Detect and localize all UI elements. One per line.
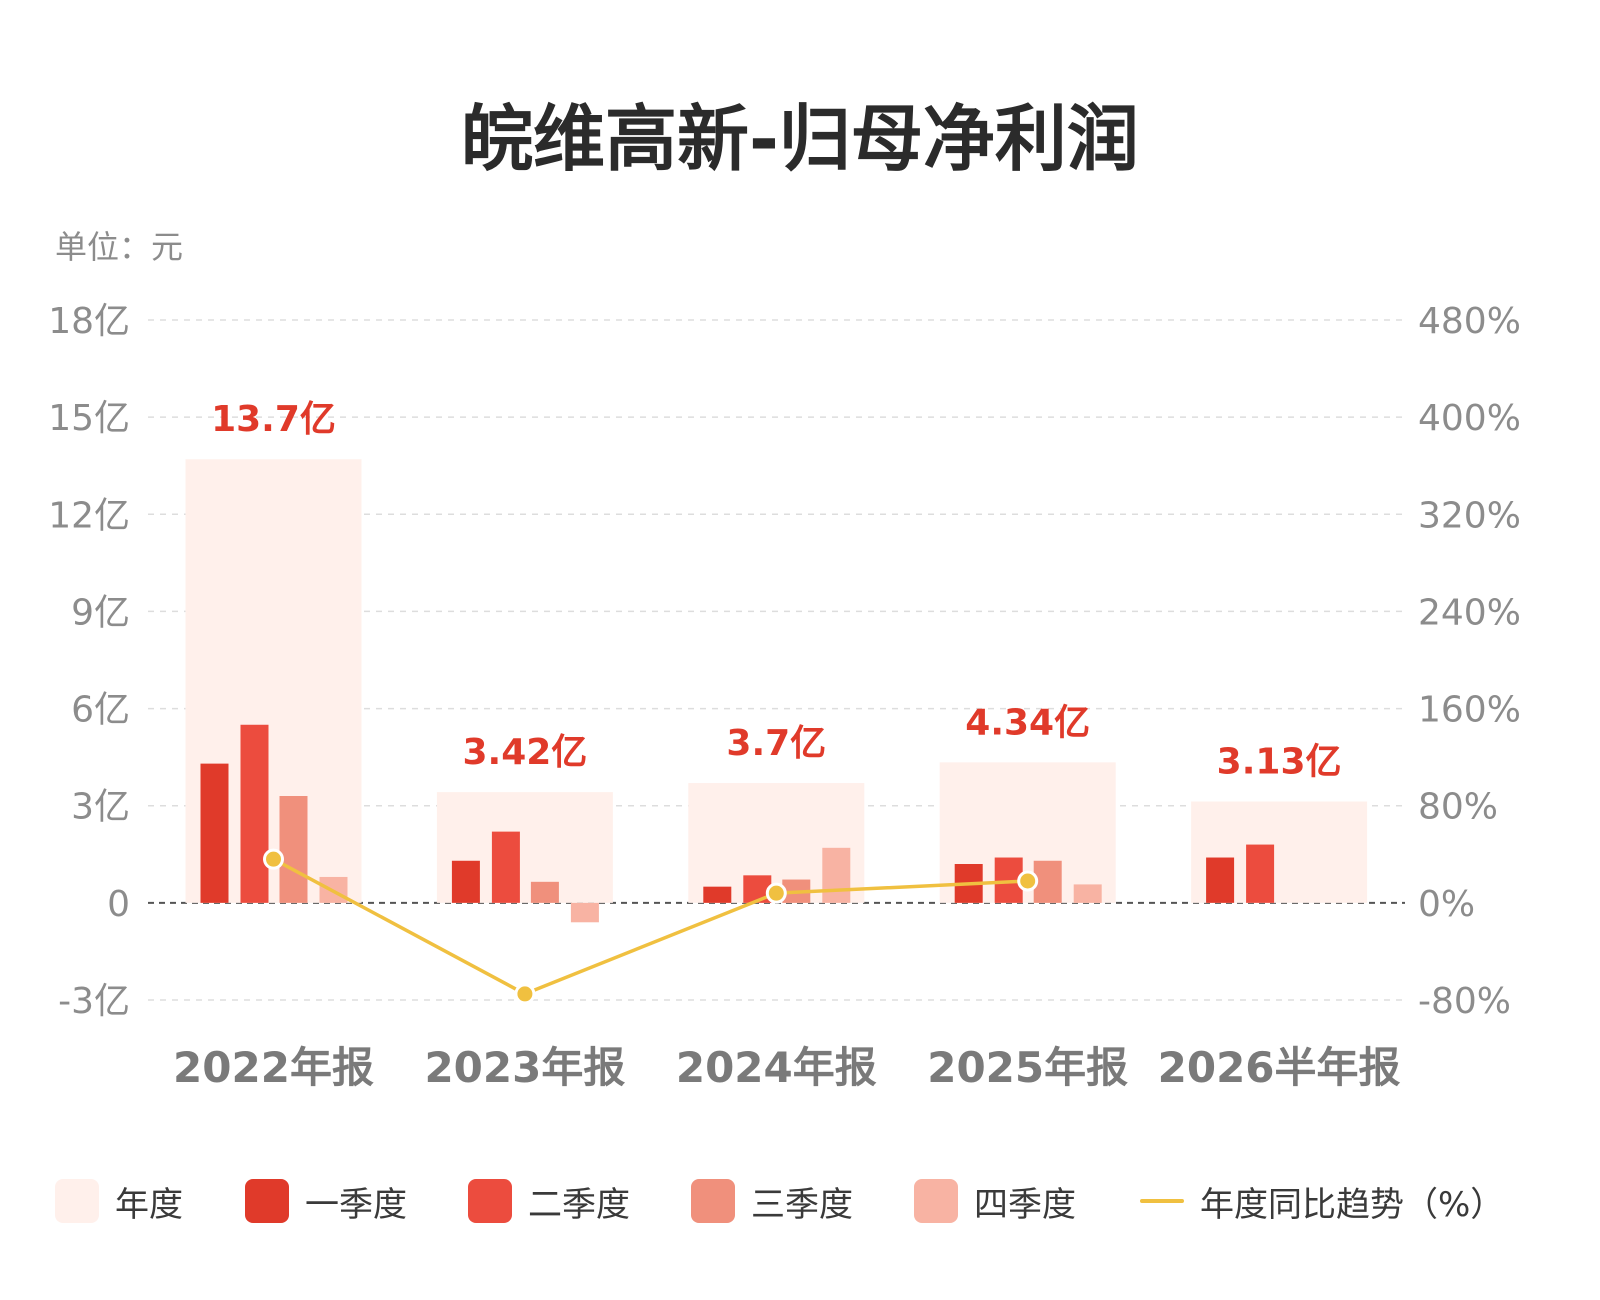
y-left-tick-label: -3亿 bbox=[58, 981, 130, 1022]
annual-data-label: 3.42亿 bbox=[462, 732, 587, 773]
annual-data-label: 13.7亿 bbox=[211, 399, 336, 440]
q3-bar bbox=[530, 881, 559, 903]
trend-point bbox=[263, 848, 284, 870]
q1-bar bbox=[451, 860, 480, 903]
q3-bar bbox=[1033, 860, 1062, 903]
trend-point bbox=[1017, 870, 1039, 892]
y-right-tick-label: 320% bbox=[1418, 495, 1521, 536]
q2-bar bbox=[1246, 844, 1275, 903]
x-category-label: 2024年报 bbox=[676, 1043, 877, 1092]
x-category-label: 2025年报 bbox=[927, 1043, 1128, 1092]
q3-bar bbox=[279, 796, 308, 903]
y-right-tick-label: 0% bbox=[1418, 884, 1475, 925]
q1-bar bbox=[200, 763, 229, 903]
annual-data-label: 3.13亿 bbox=[1217, 742, 1342, 783]
y-right-tick-label: 480% bbox=[1418, 301, 1521, 342]
q4-bar bbox=[570, 902, 599, 923]
q2-bar bbox=[491, 831, 520, 903]
q2-bar bbox=[240, 724, 269, 903]
y-right-tick-label: 400% bbox=[1418, 398, 1521, 439]
q1-bar bbox=[1206, 857, 1235, 903]
legend-label-q1: 一季度 bbox=[305, 1184, 407, 1225]
legend: 年度 一季度 二季度 三季度 四季度 年度同比趋势（%） bbox=[55, 1176, 1555, 1226]
legend-label-trend: 年度同比趋势（%） bbox=[1200, 1184, 1505, 1225]
annual-data-label: 3.7亿 bbox=[726, 723, 826, 764]
legend-item-annual: 年度 bbox=[55, 1176, 183, 1226]
y-right-tick-label: -80% bbox=[1418, 981, 1511, 1022]
y-right-tick-label: 240% bbox=[1418, 592, 1521, 633]
q4-bar bbox=[1073, 884, 1102, 903]
legend-swatch-q4 bbox=[914, 1179, 958, 1223]
legend-swatch-trend bbox=[1140, 1199, 1184, 1203]
y-left-tick-label: 18亿 bbox=[48, 301, 130, 342]
y-left-tick-label: 6亿 bbox=[71, 690, 130, 731]
annual-data-label: 4.34亿 bbox=[965, 702, 1090, 743]
legend-label-q3: 三季度 bbox=[751, 1184, 853, 1225]
y-left-tick-label: 0 bbox=[107, 884, 130, 925]
q4-bar bbox=[822, 847, 851, 903]
x-category-label: 2022年报 bbox=[173, 1043, 374, 1092]
legend-label-annual: 年度 bbox=[115, 1184, 183, 1225]
y-left-tick-label: 15亿 bbox=[48, 398, 130, 439]
y-right-tick-label: 160% bbox=[1418, 690, 1521, 731]
x-category-label: 2023年报 bbox=[424, 1043, 625, 1092]
legend-item-q4: 四季度 bbox=[914, 1176, 1076, 1226]
legend-item-q2: 二季度 bbox=[468, 1176, 630, 1226]
y-right-tick-label: 80% bbox=[1418, 787, 1498, 828]
legend-item-trend: 年度同比趋势（%） bbox=[1140, 1176, 1504, 1226]
x-category-label: 2026半年报 bbox=[1158, 1043, 1401, 1092]
trend-point bbox=[765, 882, 787, 904]
y-left-tick-label: 12亿 bbox=[48, 495, 130, 536]
legend-item-q3: 三季度 bbox=[691, 1176, 853, 1226]
legend-swatch-annual bbox=[55, 1179, 99, 1223]
y-left-tick-label: 9亿 bbox=[71, 592, 130, 633]
legend-item-q1: 一季度 bbox=[245, 1176, 407, 1226]
chart-title: 皖维高新-归母净利润 bbox=[461, 97, 1139, 181]
legend-swatch-q1 bbox=[245, 1179, 289, 1223]
legend-label-q4: 四季度 bbox=[974, 1184, 1076, 1225]
trend-line bbox=[272, 857, 1028, 996]
legend-swatch-q2 bbox=[468, 1179, 512, 1223]
legend-label-q2: 二季度 bbox=[528, 1184, 630, 1225]
unit-label: 单位：元 bbox=[55, 228, 184, 266]
trend-point bbox=[514, 983, 536, 1005]
q1-bar bbox=[703, 886, 732, 903]
legend-swatch-q3 bbox=[691, 1179, 735, 1223]
y-left-tick-label: 3亿 bbox=[71, 787, 130, 828]
